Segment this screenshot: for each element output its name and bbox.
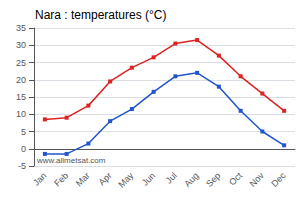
svg-text:0: 0	[21, 144, 26, 154]
svg-text:Nara : temperatures (°C): Nara : temperatures (°C)	[35, 8, 167, 22]
svg-text:35: 35	[16, 23, 26, 33]
svg-text:Oct: Oct	[227, 170, 244, 187]
svg-text:Aug: Aug	[182, 170, 200, 188]
svg-text:30: 30	[16, 40, 26, 50]
svg-text:www.allmetsat.com: www.allmetsat.com	[36, 156, 106, 165]
svg-text:May: May	[116, 170, 135, 189]
svg-text:Dec: Dec	[269, 170, 288, 189]
svg-text:Jul: Jul	[164, 170, 179, 185]
svg-text:Jun: Jun	[140, 170, 157, 187]
svg-text:25: 25	[16, 58, 26, 68]
svg-text:Apr: Apr	[97, 170, 114, 187]
svg-text:Feb: Feb	[52, 170, 70, 188]
svg-text:Mar: Mar	[74, 170, 92, 188]
svg-text:Jan: Jan	[31, 170, 48, 187]
svg-text:20: 20	[16, 75, 26, 85]
svg-text:Nov: Nov	[248, 170, 267, 189]
svg-text:Sep: Sep	[204, 170, 222, 188]
svg-text:10: 10	[16, 109, 26, 119]
svg-text:-5: -5	[18, 161, 26, 171]
svg-text:5: 5	[21, 127, 26, 137]
svg-text:15: 15	[16, 92, 26, 102]
